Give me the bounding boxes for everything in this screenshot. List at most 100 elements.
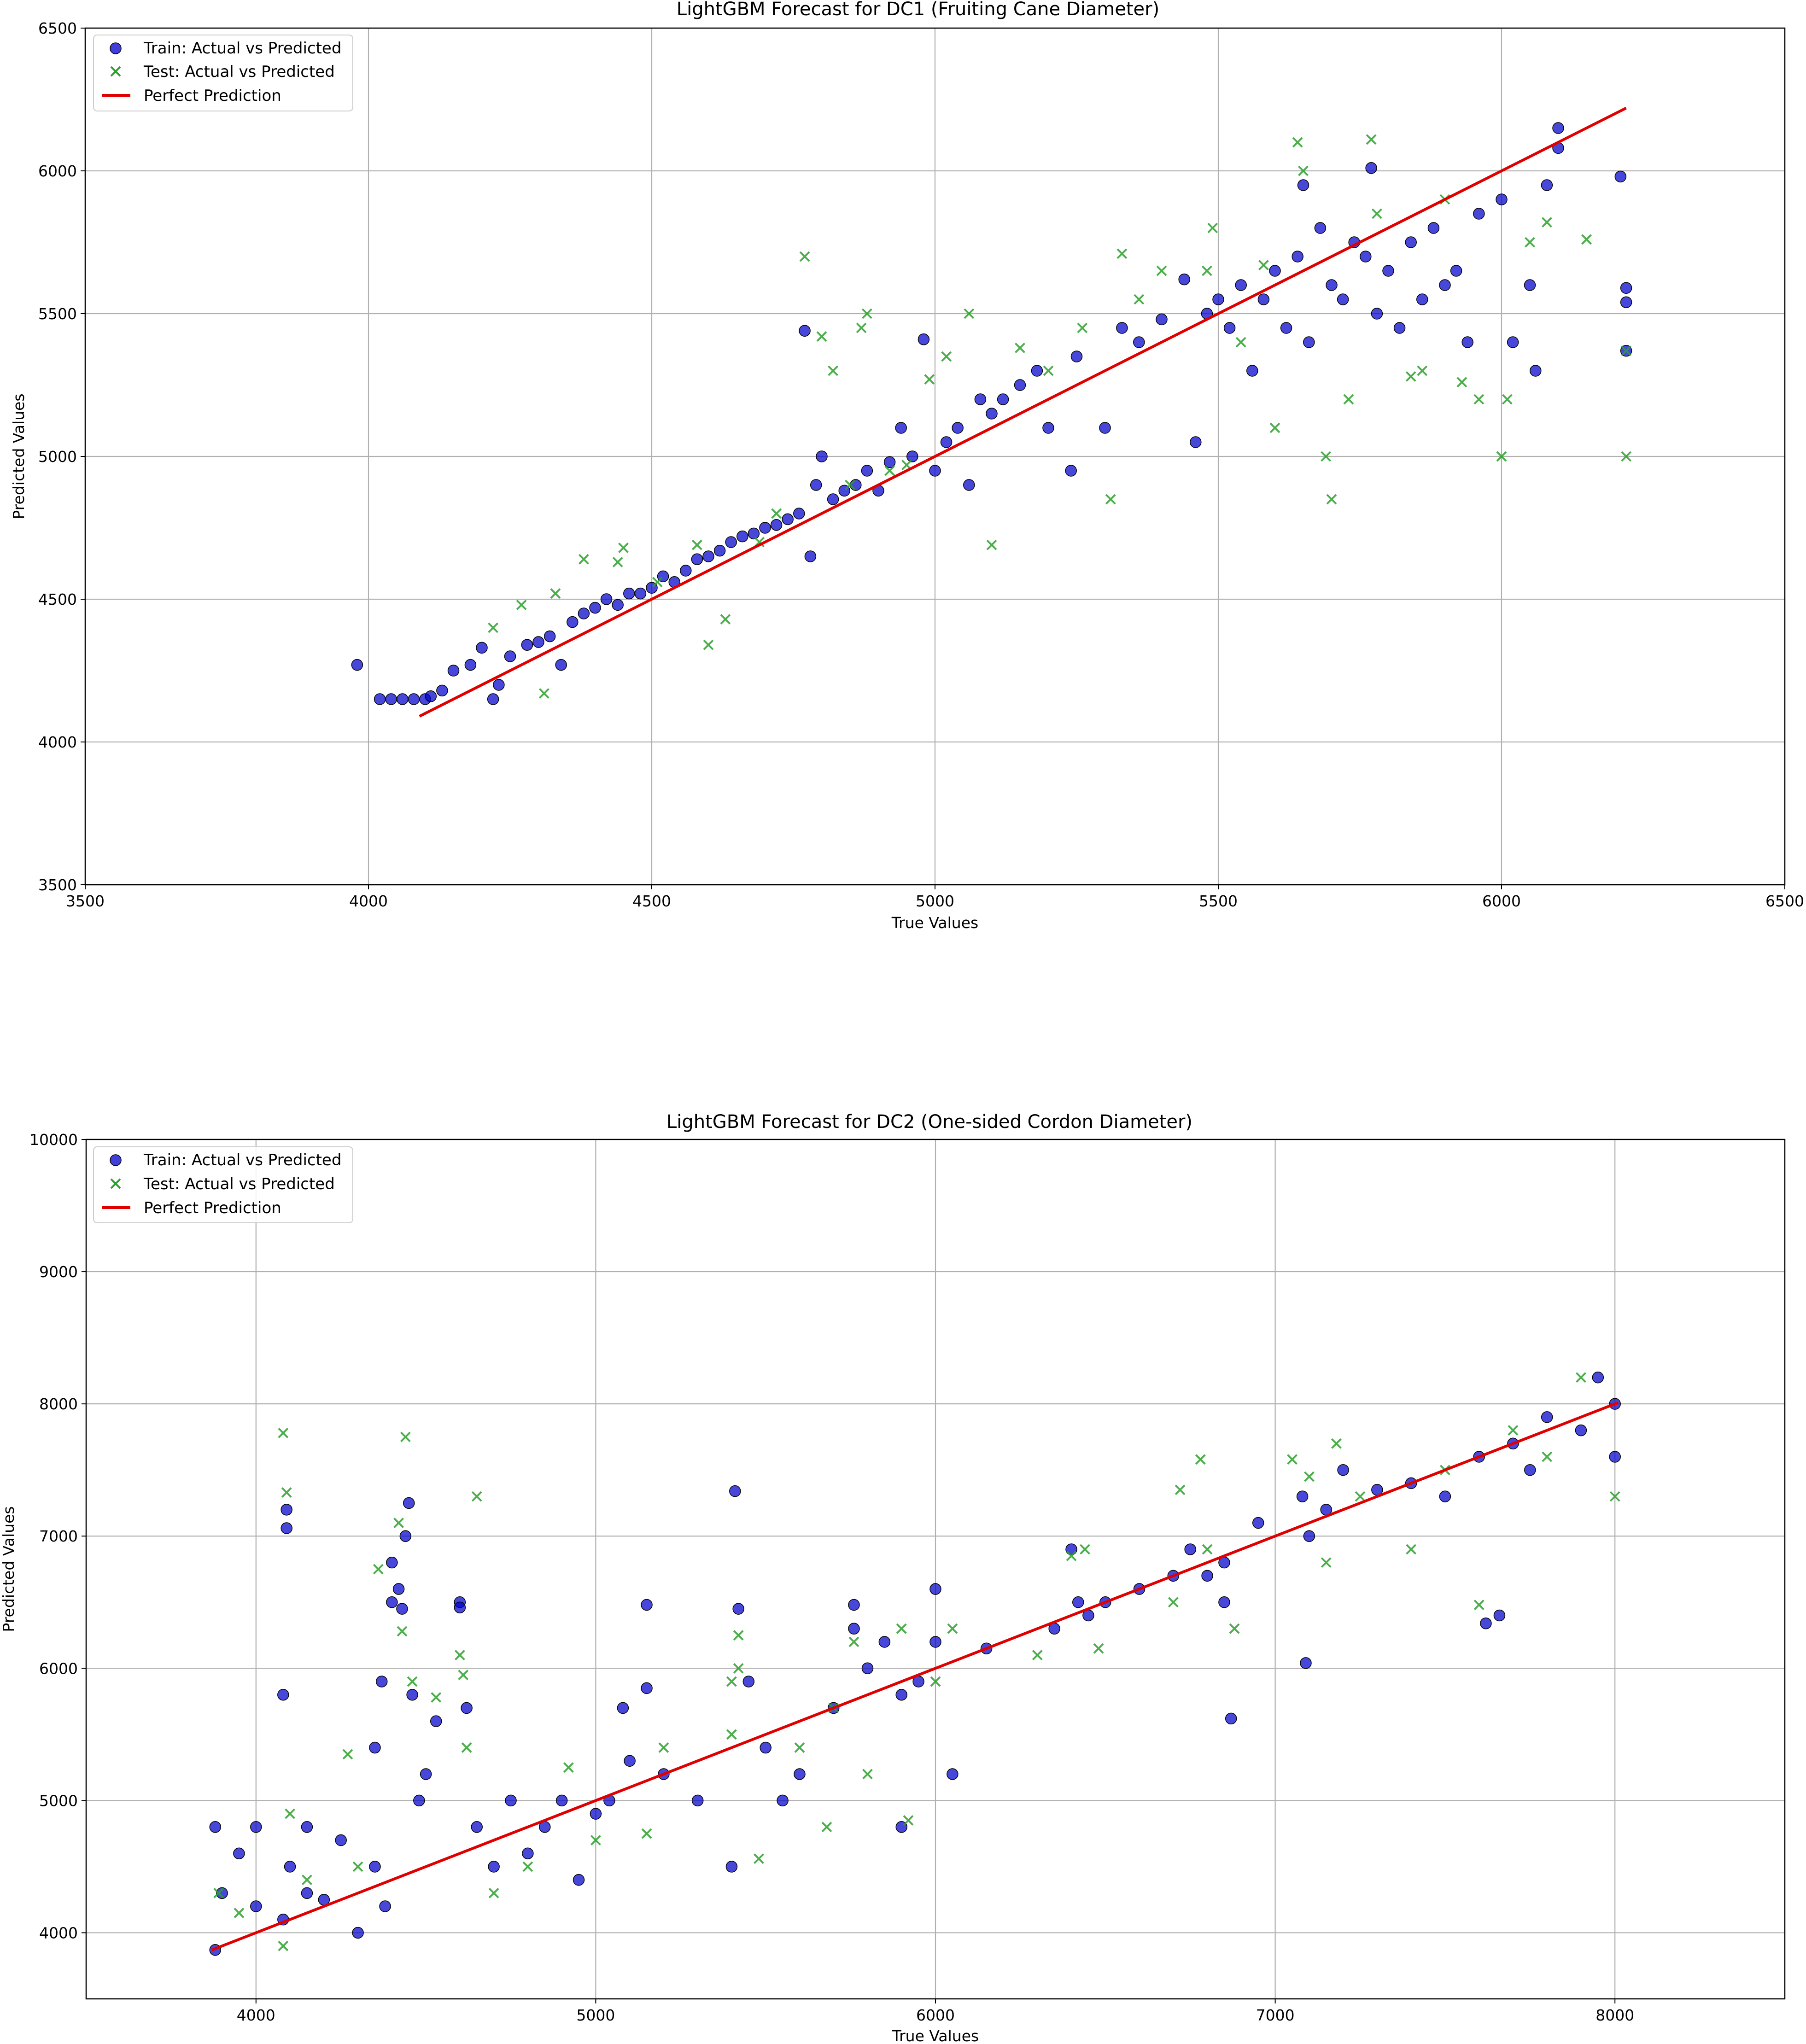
train-point	[986, 408, 998, 420]
y-tick-label: 9000	[39, 1263, 78, 1281]
train-point	[848, 1599, 860, 1611]
train-point	[624, 1755, 636, 1767]
train-point	[1337, 293, 1349, 305]
train-point	[691, 1794, 704, 1807]
test-point	[1175, 1484, 1186, 1495]
train-point	[488, 1861, 500, 1873]
y-tick-label: 4000	[39, 1924, 78, 1942]
train-point	[1190, 436, 1202, 448]
test-point	[848, 1636, 859, 1647]
train-point	[1507, 336, 1519, 348]
train-point	[1439, 279, 1451, 291]
train-point	[777, 1794, 789, 1807]
test-point	[1134, 294, 1145, 305]
x-tick-label: 7000	[1256, 2006, 1295, 2024]
test-point	[703, 639, 714, 650]
train-point	[1461, 336, 1473, 348]
test-point	[896, 1623, 907, 1634]
test-point	[828, 365, 839, 376]
legend-test-marker	[110, 66, 121, 77]
test-point	[278, 1427, 289, 1438]
train-point	[505, 1794, 517, 1807]
train-point	[1300, 1657, 1312, 1669]
train-point	[1496, 193, 1508, 205]
train-point	[918, 333, 930, 345]
train-point	[436, 684, 448, 697]
train-point	[521, 639, 533, 651]
train-point	[1609, 1451, 1621, 1463]
train-point	[729, 1485, 741, 1497]
test-point	[1406, 1544, 1417, 1555]
train-point	[590, 1808, 602, 1820]
train-point	[1427, 222, 1440, 234]
test-point	[471, 1491, 482, 1502]
test-point	[488, 622, 499, 633]
test-point	[1032, 1650, 1043, 1661]
train-point	[1225, 1712, 1237, 1725]
train-point	[952, 422, 964, 434]
train-point	[233, 1847, 245, 1859]
train-point	[386, 1556, 398, 1569]
legend-line-label: Perfect Prediction	[144, 87, 281, 105]
train-point	[1303, 1530, 1315, 1542]
test-point	[1456, 377, 1467, 388]
test-point	[458, 1670, 469, 1681]
train-point	[1480, 1617, 1492, 1629]
test-point	[1621, 451, 1632, 462]
x-tick-label: 8000	[1596, 2006, 1634, 2024]
test-point	[407, 1676, 418, 1687]
test-point	[1621, 345, 1632, 356]
test-point	[771, 508, 782, 519]
test-point	[1077, 322, 1088, 333]
train-point	[1223, 322, 1236, 334]
train-point	[250, 1900, 262, 1912]
test-point	[1292, 137, 1303, 148]
train-point	[997, 393, 1009, 405]
train-point	[532, 636, 544, 648]
train-point	[1552, 122, 1564, 134]
train-point	[1292, 251, 1303, 263]
test-point	[1080, 1544, 1090, 1555]
train-point	[702, 550, 714, 562]
test-point	[733, 1663, 744, 1674]
test-point	[431, 1692, 442, 1703]
train-point	[617, 1702, 629, 1714]
train-point	[794, 1768, 806, 1780]
train-point	[335, 1834, 347, 1846]
train-point	[454, 1601, 466, 1614]
train-point	[1099, 422, 1111, 434]
train-point	[760, 1741, 771, 1754]
train-point	[555, 659, 567, 671]
train-point	[493, 679, 505, 691]
test-point	[1235, 337, 1246, 348]
train-point	[369, 1861, 381, 1873]
test-point	[1195, 1454, 1206, 1465]
test-point	[641, 1828, 652, 1839]
y-tick-label: 6000	[39, 1659, 78, 1677]
train-point	[963, 479, 975, 491]
train-point	[848, 1623, 860, 1635]
train-point	[1269, 265, 1281, 277]
train-point	[1314, 222, 1327, 234]
train-point	[940, 436, 953, 448]
test-point	[1576, 1372, 1586, 1383]
y-tick-label: 4500	[38, 590, 77, 608]
test-point	[947, 1623, 958, 1634]
train-point	[736, 530, 748, 543]
test-point	[454, 1650, 465, 1661]
train-point	[396, 1603, 408, 1615]
train-point	[600, 593, 613, 605]
legend: Train: Actual vs Predicted Test: Actual …	[93, 1146, 353, 1223]
train-point	[641, 1682, 653, 1694]
test-point	[1269, 422, 1280, 433]
train-point	[1235, 279, 1247, 291]
test-point	[1371, 208, 1382, 219]
test-point	[1287, 1454, 1298, 1465]
train-point	[782, 513, 794, 526]
train-point	[379, 1900, 391, 1912]
plot-frame	[84, 27, 1786, 886]
test-point	[1043, 365, 1054, 376]
test-point	[986, 539, 997, 550]
train-point	[544, 630, 556, 642]
test-point	[1581, 234, 1592, 245]
